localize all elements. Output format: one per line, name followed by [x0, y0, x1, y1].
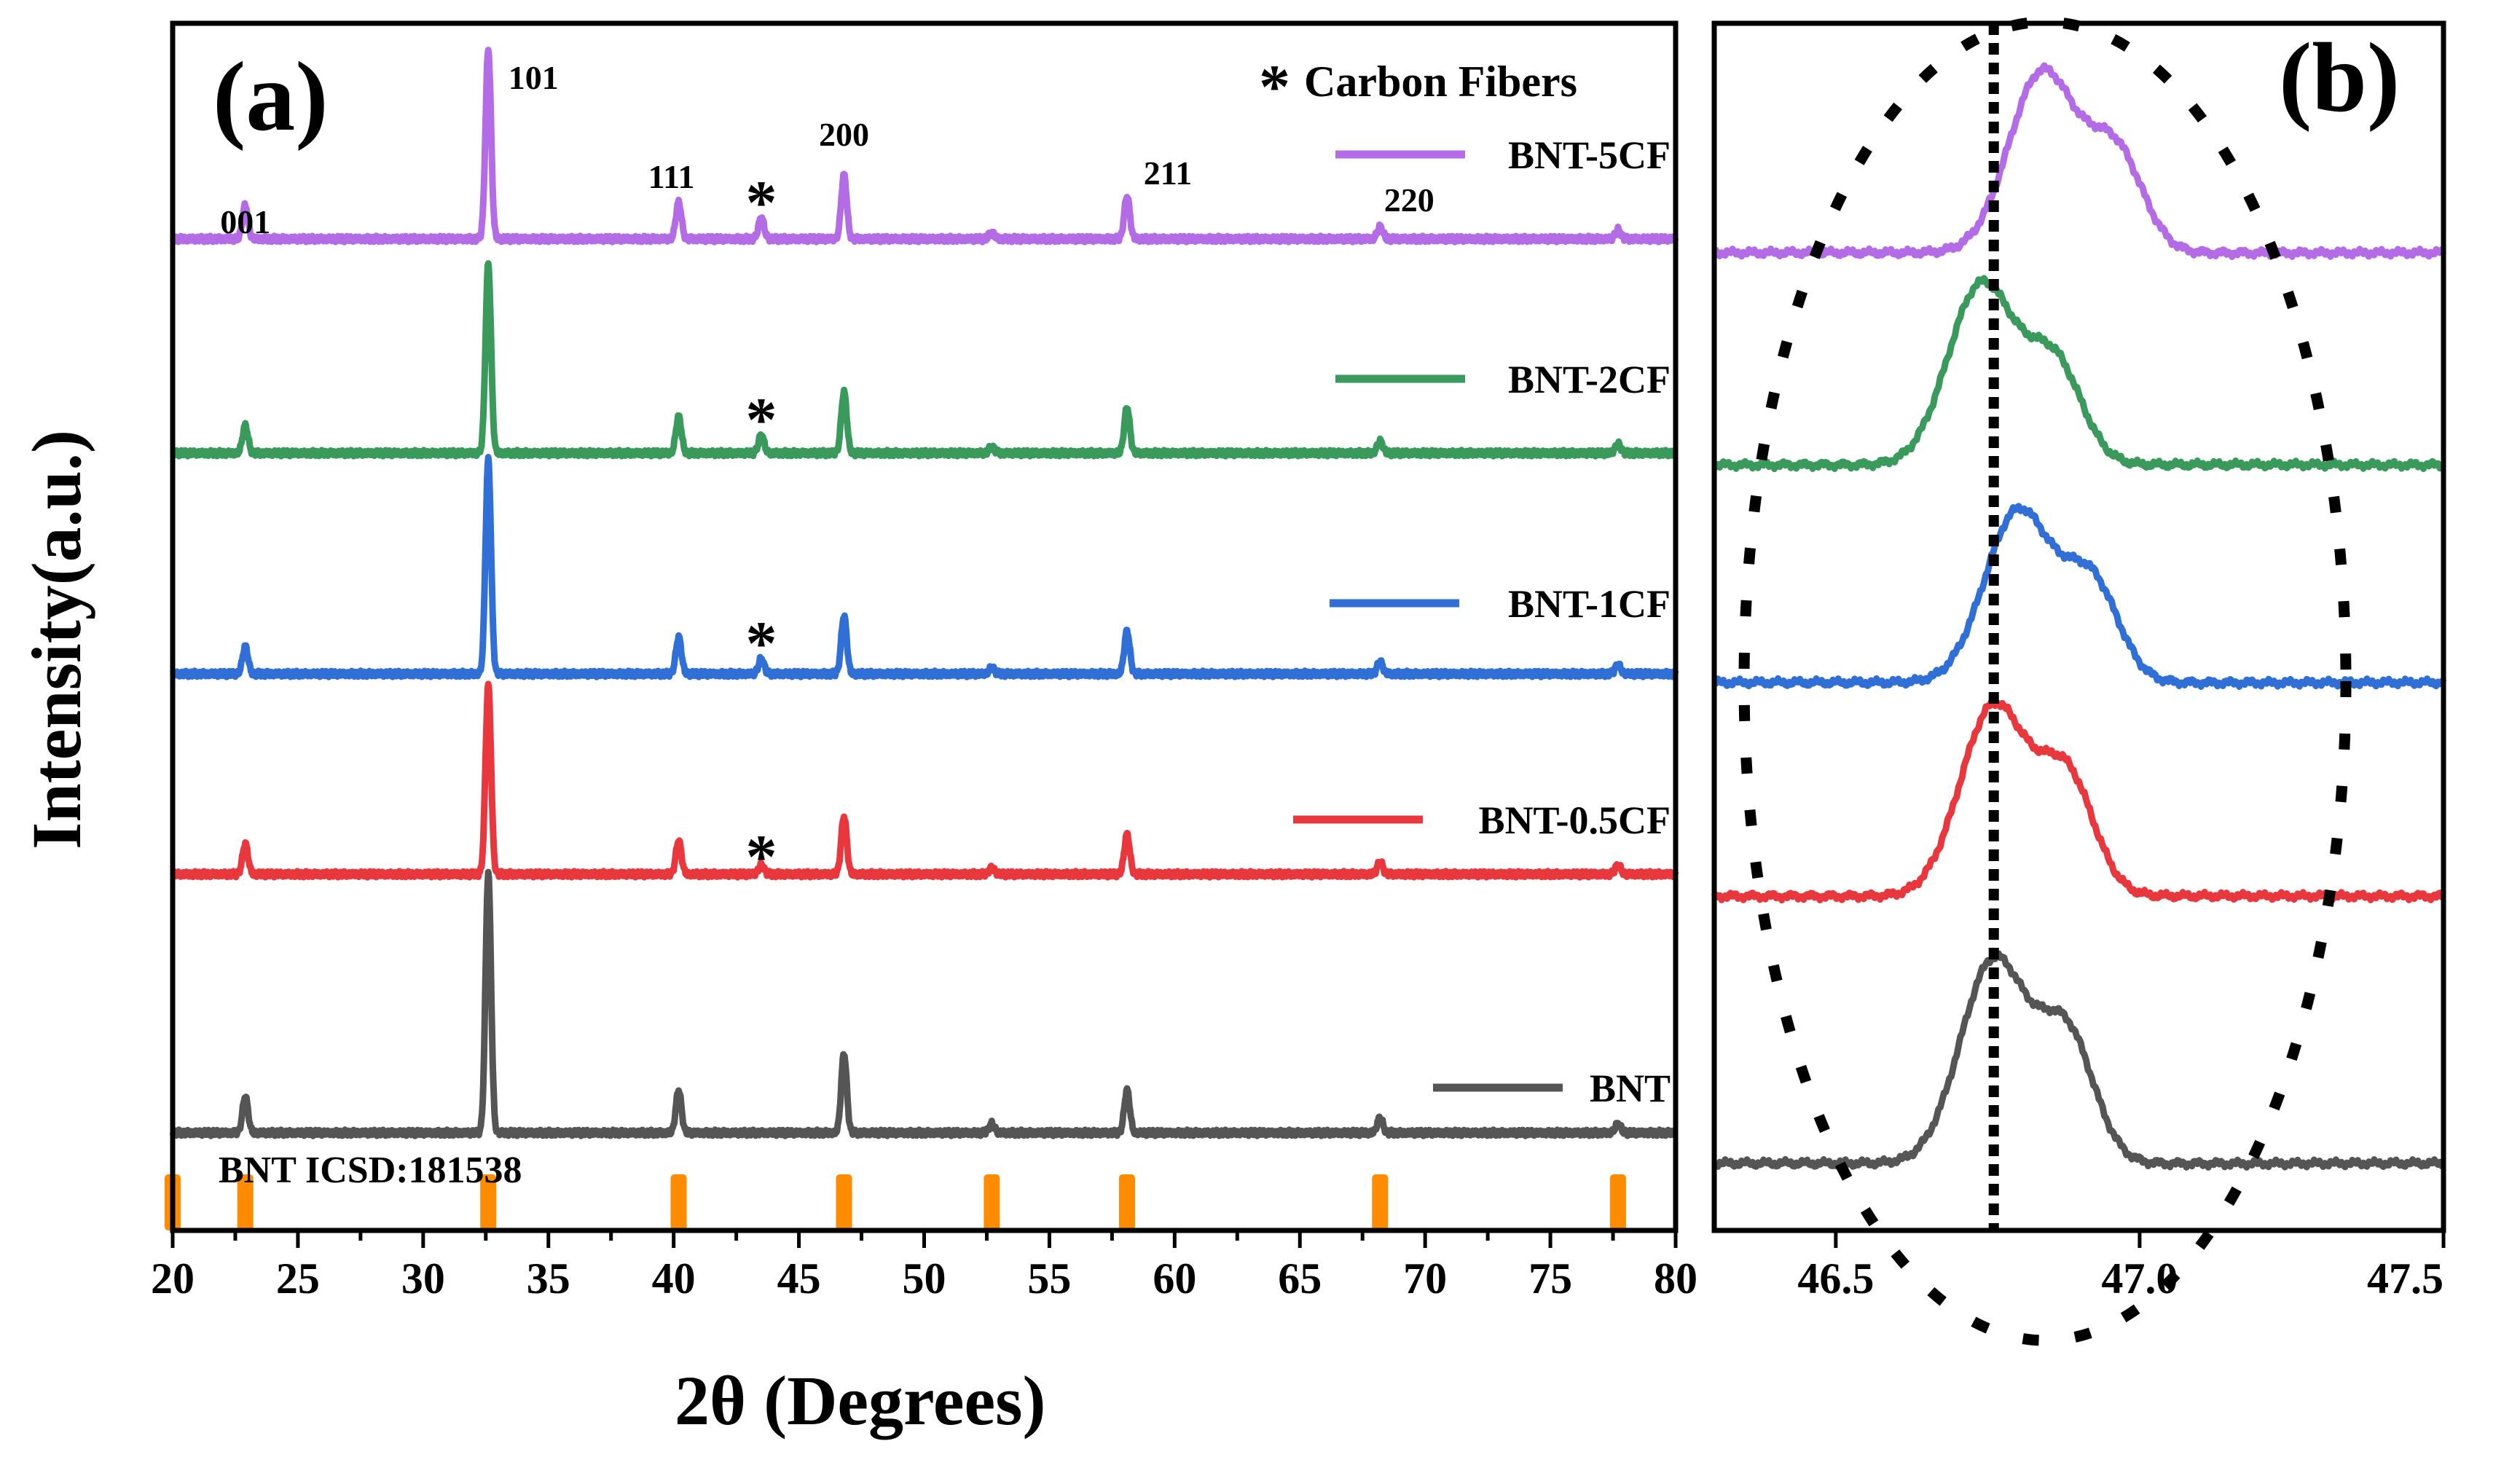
x-axis-title: 2θ (Degrees)	[675, 1362, 1045, 1440]
x-tick-label-60: 60	[1153, 1254, 1196, 1303]
x-tick-label-30: 30	[401, 1254, 445, 1303]
peak-label-200: 200	[819, 116, 869, 153]
panel-a-label: (a)	[213, 42, 329, 152]
reference-bars	[165, 1174, 1626, 1230]
legend-label-bnt-1cf: BNT-1CF	[1508, 582, 1671, 626]
x-tick-label-45: 45	[777, 1254, 821, 1303]
panel-a: 20 25 30 35 40 45 50 55 60 65 70 75 80 BNTBNT-0.5CFB…	[17, 20, 1697, 1440]
peak-label-220: 220	[1384, 181, 1434, 219]
series-line-bnt	[169, 868, 1679, 1139]
peak-label-111: 111	[648, 158, 695, 195]
series-line-bnt-2cf	[170, 260, 1679, 460]
x-tick-label-80: 80	[1654, 1254, 1697, 1303]
carbon-star-1: *	[746, 608, 777, 678]
panel-a-frame	[170, 20, 1679, 1233]
carbon-stars: * * * *	[746, 168, 777, 892]
zoom-x-tick-label-47.0: 47.0	[2101, 1254, 2178, 1303]
reference-label: BNT ICSD:181538	[219, 1150, 522, 1191]
panel-b-x-ticks: 46.5 47.0 47.5	[1797, 1230, 2446, 1303]
panel-a-x-ticks: 20 25 30 35 40 45 50 55 60 65 70 75 80	[151, 1230, 1697, 1303]
peak-label-101: 101	[509, 59, 559, 96]
reference-bar-4	[836, 1174, 852, 1230]
reference-bar-3	[670, 1174, 687, 1230]
zoom-x-tick-label-47.5: 47.5	[2367, 1254, 2444, 1303]
zoom-series-line-bnt-5cf	[1711, 62, 2447, 260]
x-tick-label-65: 65	[1278, 1254, 1322, 1303]
series-line-bnt-1cf	[169, 454, 1679, 680]
panel-a-series	[169, 47, 1679, 1139]
zoom-series-line-bnt-2cf	[1711, 275, 2446, 472]
x-tick-label-75: 75	[1528, 1254, 1572, 1303]
series-line-bnt-5cf	[169, 47, 1679, 246]
zoom-x-tick-label-46.5: 46.5	[1797, 1254, 1874, 1303]
series-line-bnt-0-5cf	[170, 680, 1679, 881]
legend-label-bnt-2cf: BNT-2CF	[1508, 358, 1671, 401]
highlight-ellipse	[1738, 16, 2352, 1346]
x-tick-label-70: 70	[1403, 1254, 1447, 1303]
panel-b-label: (b)	[2279, 23, 2400, 133]
reference-bar-8	[1609, 1174, 1626, 1230]
x-tick-label-20: 20	[151, 1254, 195, 1303]
carbon-legend-label: Carbon Fibers	[1304, 58, 1577, 106]
x-tick-label-25: 25	[276, 1254, 320, 1303]
reference-bar-5	[984, 1174, 1000, 1230]
legend-label-bnt: BNT	[1590, 1067, 1671, 1110]
zoom-series-line-bnt-0-5cf	[1711, 698, 2446, 904]
x-tick-label-35: 35	[527, 1254, 570, 1303]
panel-b-series	[1711, 62, 2447, 1171]
x-tick-label-40: 40	[652, 1254, 696, 1303]
reference-bar-1	[237, 1174, 254, 1230]
carbon-star-0: *	[746, 822, 777, 892]
legend-label-bnt-0-5cf: BNT-0.5CF	[1478, 798, 1671, 842]
carbon-star-3: *	[746, 168, 777, 237]
zoom-series-line-bnt-1cf	[1713, 503, 2447, 690]
panel-a-legend: BNT BNT-0.5CF BNT-1CF BNT-2CF BNT-5CF	[1293, 133, 1671, 1110]
legend-label-bnt-5cf: BNT-5CF	[1508, 133, 1671, 177]
panel-b-frame	[1711, 20, 2446, 1233]
panel-b: 46.5 47.0 47.5 (b)	[1711, 16, 2447, 1346]
x-tick-label-55: 55	[1027, 1254, 1071, 1303]
reference-bar-6	[1119, 1174, 1136, 1230]
carbon-legend-star: *	[1259, 52, 1290, 122]
y-axis-title: Intensity(a.u.)	[17, 430, 95, 849]
x-tick-label-50: 50	[903, 1254, 946, 1303]
reference-bar-7	[1372, 1174, 1389, 1230]
peak-label-001: 001	[220, 203, 270, 240]
zoom-series-line-bnt	[1711, 950, 2445, 1171]
reference-bar-2	[480, 1174, 497, 1230]
peak-labels: 001 101 111 200 211 220	[220, 59, 1434, 240]
carbon-star-2: *	[746, 385, 777, 455]
peak-label-211: 211	[1144, 154, 1192, 192]
